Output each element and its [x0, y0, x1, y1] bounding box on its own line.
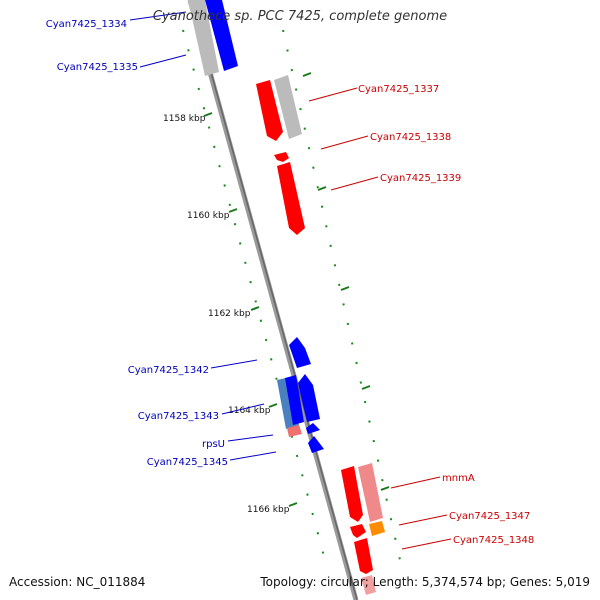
gene-arrow: [256, 80, 283, 141]
gene-label[interactable]: Cyan7425_1339: [380, 173, 461, 184]
gene-cyan7425-1343[interactable]: [277, 374, 320, 429]
gene-arrow: [205, 0, 238, 71]
tick-mark: [340, 286, 350, 291]
tick-mark: [250, 306, 260, 311]
accession-text: Accession: NC_011884: [9, 575, 146, 589]
gene-pseudo-shadow: [361, 575, 376, 595]
gene-cyan7425-1345[interactable]: [308, 436, 324, 453]
gene-label[interactable]: Cyan7425_1343: [138, 411, 219, 422]
leader-line: [139, 54, 187, 68]
gene-rpsu[interactable]: [287, 423, 320, 437]
gene-label[interactable]: Cyan7425_1347: [449, 511, 530, 522]
tick-label: 1164 kbp: [228, 406, 271, 416]
gene-label[interactable]: Cyan7425_1335: [57, 62, 138, 73]
topology-text: Topology: circular; Length: 5,374,574 bp…: [260, 575, 590, 589]
leader-line: [390, 476, 441, 489]
gene-arrow: [285, 375, 304, 425]
tick-mark: [268, 403, 278, 408]
gene-label[interactable]: mnmA: [442, 473, 475, 484]
leader-line: [210, 359, 258, 369]
leader-line: [221, 403, 265, 415]
gene-cyan7425-1334[interactable]: [188, 0, 238, 76]
gene-label[interactable]: Cyan7425_1338: [370, 132, 451, 143]
forward-guide: [282, 29, 401, 561]
gene-mnma[interactable]: [341, 463, 383, 522]
gene-label[interactable]: Cyan7425_1334: [46, 19, 127, 30]
leader-line: [229, 451, 277, 461]
tick-mark: [380, 486, 390, 491]
gene-label[interactable]: Cyan7425_1345: [147, 457, 228, 468]
gene-cyan7425-1339[interactable]: [277, 162, 305, 235]
leader-line: [129, 11, 187, 21]
leader-line: [227, 434, 274, 442]
gene-cyan7425-1338[interactable]: [274, 152, 289, 162]
gene-pseudo-shadow: [274, 75, 302, 139]
gene-pseudo-shadow: [358, 463, 383, 522]
map-title: Cyanothece sp. PCC 7425, complete genome: [152, 9, 448, 24]
gene-cyan7425-1342[interactable]: [289, 337, 311, 368]
leader-line: [398, 514, 448, 526]
gene-cyan7425-1348[interactable]: [354, 538, 376, 595]
tick-mark: [228, 208, 238, 213]
gene-labels: Cyan7425_1334 Cyan7425_1335 Cyan7425_133…: [46, 19, 535, 546]
gene-label[interactable]: Cyan7425_1337: [358, 84, 439, 95]
leader-line: [308, 87, 358, 102]
tick-label: 1160 kbp: [187, 211, 230, 221]
leader-line: [320, 135, 369, 150]
tick-label: 1162 kbp: [208, 309, 251, 319]
gene-arrow: [306, 423, 320, 434]
reverse-guide: [182, 29, 326, 561]
gene-arrow: [287, 425, 302, 437]
genome-backbone-shade: [190, 0, 358, 600]
gene-cyan7425-1337[interactable]: [256, 75, 302, 141]
gene-arrow: [350, 524, 366, 538]
gene-cyan7425-1347[interactable]: [350, 521, 385, 538]
tick-label: 1166 kbp: [247, 505, 290, 515]
gene-arrow: [308, 436, 324, 453]
genome-backbone: [187, 0, 359, 600]
tick-mark: [203, 112, 213, 117]
gene-arrow: [277, 162, 305, 235]
gene-label[interactable]: Cyan7425_1348: [453, 535, 534, 546]
gene-arrow: [298, 374, 320, 422]
rna-feature: [369, 521, 385, 536]
gene-arrow: [354, 538, 373, 574]
gene-label[interactable]: Cyan7425_1342: [128, 365, 209, 376]
label-leaders: [129, 11, 452, 550]
kbp-ticks: 1158 kbp 1160 kbp 1162 kbp 1164 kbp 1166…: [163, 72, 390, 515]
tick-mark: [288, 502, 298, 507]
gene-label[interactable]: rpsU: [202, 439, 225, 450]
tick-mark: [317, 186, 327, 191]
leader-line: [330, 176, 379, 191]
tick-mark: [361, 385, 371, 390]
gene-pseudo-shadow: [188, 0, 219, 76]
gene-arrow: [289, 337, 311, 368]
tick-mark: [302, 72, 312, 77]
tick-label: 1158 kbp: [163, 114, 206, 124]
gene-arrow: [274, 152, 289, 162]
leader-line: [401, 538, 452, 550]
gene-arrow: [341, 466, 363, 522]
